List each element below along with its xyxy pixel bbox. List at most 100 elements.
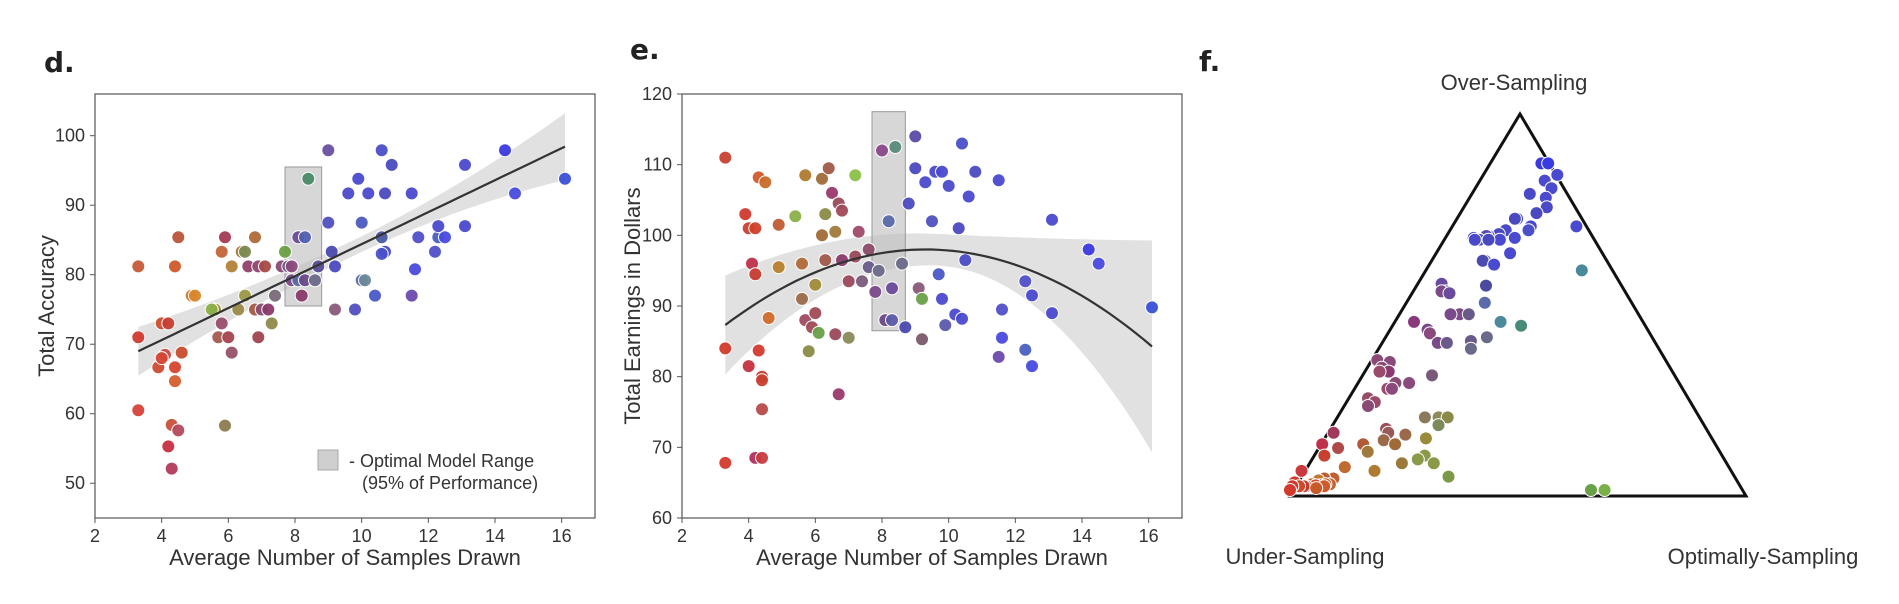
data-point [1507, 211, 1522, 226]
panel-f: f. Over-Sampling Under-Sampling Optimall… [1199, 45, 1858, 569]
panel-d-y-ticks: 50 60 70 80 90 100 [55, 126, 95, 493]
data-point [1584, 483, 1598, 497]
data-point [378, 186, 392, 201]
data-point [1385, 381, 1399, 396]
x-tick-label: 6 [810, 526, 820, 546]
data-point [821, 161, 836, 176]
data-point [1018, 342, 1033, 357]
data-point [795, 256, 809, 271]
data-point [1407, 314, 1421, 329]
data-point [1145, 300, 1159, 315]
y-tick-label: 70 [652, 437, 672, 457]
data-point [1569, 219, 1584, 234]
data-point [831, 387, 846, 402]
data-point [801, 344, 816, 359]
data-point [408, 262, 422, 277]
data-point [261, 302, 276, 317]
data-point [328, 259, 342, 274]
data-point [374, 246, 389, 261]
y-tick-label: 90 [65, 195, 85, 215]
data-point [1514, 318, 1529, 333]
data-point [761, 311, 776, 325]
data-point [868, 284, 883, 299]
data-point [835, 203, 849, 218]
data-point [748, 267, 763, 282]
panel-d-plot-frame [94, 93, 596, 519]
data-point [788, 209, 803, 224]
data-point [808, 277, 823, 292]
panel-e-fit-curve [724, 248, 1153, 348]
label-under-sampling: Under-Sampling [1226, 544, 1385, 569]
data-point [411, 230, 426, 245]
panel-d-y-axis-label: Total Accuracy [34, 235, 59, 377]
data-point [1081, 242, 1096, 257]
panel-e-y-axis-label: Total Earnings in Dollars [620, 187, 645, 424]
y-tick-label: 100 [642, 225, 672, 245]
panel-d-letter: d. [44, 46, 75, 79]
data-point [758, 175, 773, 190]
data-point [1361, 399, 1375, 413]
x-tick-label: 12 [418, 526, 438, 546]
data-point [284, 259, 299, 274]
data-point [718, 455, 733, 470]
data-point [1045, 212, 1059, 227]
data-point [938, 318, 953, 333]
panel-e-x-ticks: 2 4 6 8 10 12 14 16 [677, 518, 1159, 546]
panel-d-x-axis-label: Average Number of Samples Drawn [169, 545, 521, 570]
data-point [955, 311, 969, 326]
data-point [278, 244, 292, 259]
data-point [1443, 307, 1458, 322]
data-point [154, 351, 169, 366]
data-point [918, 175, 933, 190]
data-point [558, 171, 572, 186]
data-point [955, 136, 969, 151]
data-point [438, 230, 452, 245]
data-point [351, 171, 366, 186]
data-point [828, 224, 843, 239]
data-point [294, 288, 309, 303]
data-point [321, 143, 336, 158]
panel-e-x-axis-label: Average Number of Samples Drawn [756, 545, 1108, 570]
y-tick-label: 80 [652, 367, 672, 387]
x-tick-label: 4 [157, 526, 167, 546]
data-point [171, 230, 186, 245]
data-point [221, 330, 236, 345]
panel-e-letter: e. [630, 33, 660, 66]
data-point [258, 259, 272, 274]
data-point [1493, 314, 1508, 329]
data-point [341, 186, 356, 201]
data-point [161, 316, 176, 331]
data-point [301, 171, 316, 186]
data-point [1394, 456, 1409, 471]
data-point [961, 189, 976, 204]
data-point [941, 178, 956, 193]
data-point [384, 157, 399, 172]
data-point [1479, 278, 1493, 293]
data-point [875, 143, 889, 158]
data-point [885, 281, 899, 296]
data-point [214, 316, 229, 331]
x-tick-label: 8 [290, 526, 300, 546]
data-point [1441, 469, 1456, 484]
data-point [224, 345, 239, 360]
panel-e: e. 2 4 6 8 10 12 14 16 60 70 80 90 100 110 120 Averag… [620, 33, 1183, 570]
data-point [498, 143, 512, 158]
data-point [131, 330, 146, 345]
data-point [428, 244, 442, 259]
data-point [1018, 274, 1033, 289]
fit-line [137, 145, 566, 353]
data-point [908, 161, 923, 176]
data-point [771, 260, 786, 275]
data-point [828, 327, 843, 342]
data-point [1091, 256, 1106, 271]
data-point [224, 259, 239, 274]
data-point [991, 349, 1006, 364]
x-tick-label: 4 [744, 526, 754, 546]
data-point [131, 259, 146, 274]
data-point [458, 157, 472, 172]
panel-f-points [1283, 156, 1612, 497]
y-tick-label: 90 [652, 296, 672, 316]
x-tick-label: 14 [1072, 526, 1092, 546]
data-point [1294, 463, 1309, 478]
data-point [755, 402, 769, 417]
